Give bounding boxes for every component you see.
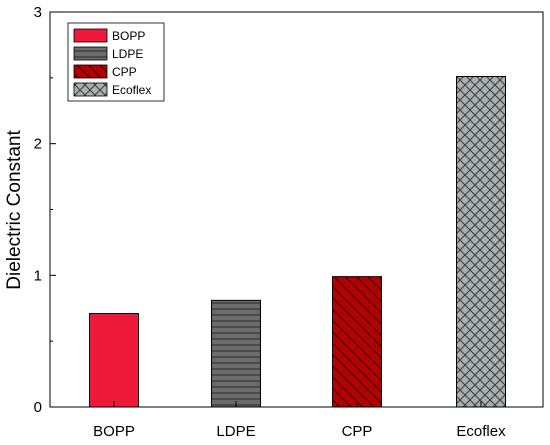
x-tick-label: Ecoflex — [456, 423, 506, 440]
legend-label: CPP — [112, 65, 137, 79]
bars-group — [89, 76, 506, 408]
legend-swatch — [73, 64, 108, 79]
bar-ecoflex — [456, 76, 506, 408]
legend-label: LDPE — [112, 47, 143, 61]
axis-ticks — [50, 11, 482, 408]
bar-cpp — [332, 276, 382, 408]
legend-label: Ecoflex — [112, 83, 151, 97]
x-tick-label: LDPE — [216, 423, 255, 440]
y-tick-label: 2 — [34, 136, 42, 153]
legend: BOPP LDPE CPP Ecoflex — [67, 22, 165, 102]
bar-ldpe — [211, 299, 261, 408]
legend-swatch — [73, 28, 108, 43]
y-tick-label: 1 — [34, 267, 42, 284]
y-tick-labels: 0 1 2 3 — [34, 4, 42, 416]
legend-label: BOPP — [112, 29, 145, 43]
legend-swatch — [73, 46, 108, 61]
x-tick-label: BOPP — [93, 423, 135, 440]
x-tick-labels: BOPP LDPE CPP Ecoflex — [93, 423, 506, 440]
bar-bopp — [89, 313, 139, 408]
x-tick-label: CPP — [342, 423, 373, 440]
y-tick-label: 0 — [34, 399, 42, 416]
legend-swatch — [73, 82, 108, 97]
y-axis-title: Dielectric Constant — [4, 130, 25, 290]
y-tick-label: 3 — [34, 4, 42, 21]
